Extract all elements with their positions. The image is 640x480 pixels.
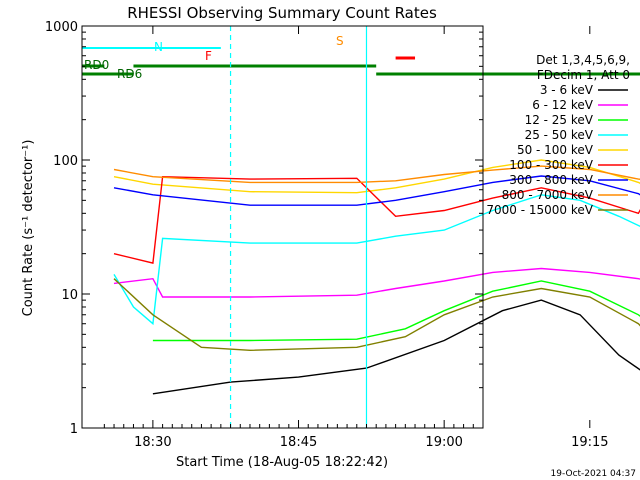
y-axis-title: Count Rate (s⁻¹ detector⁻¹)	[21, 140, 36, 317]
series-line-8	[113, 278, 640, 352]
legend-label-3: 25 - 50 keV	[525, 128, 594, 142]
axis-ticks: 18:3018:4519:0019:1519:3019:4520:0011010…	[45, 20, 609, 450]
s-label: S	[336, 34, 344, 48]
x-axis-title: Start Time (18-Aug-05 18:22:42)	[176, 455, 388, 470]
legend: Det 1,3,4,5,6,9, FDecim 1, Att 0 3 - 6 k…	[486, 53, 630, 217]
legend-header-1: Det 1,3,4,5,6,9,	[536, 53, 630, 67]
series-line-4	[113, 159, 640, 194]
series-line-3	[113, 194, 640, 326]
legend-label-5: 100 - 300 keV	[509, 158, 593, 172]
legend-header-2: FDecim 1, Att 0	[537, 68, 630, 82]
series-lines	[113, 159, 640, 395]
series-line-6	[113, 175, 640, 206]
plot-frame	[81, 25, 484, 429]
y-tick-label-2: 100	[53, 154, 78, 169]
rd0-label: RD0	[84, 58, 109, 72]
chart-title: RHESSI Observing Summary Count Rates	[127, 4, 437, 22]
legend-label-1: 6 - 12 keV	[532, 98, 594, 112]
series-line-2	[152, 280, 640, 342]
rd6-label: RD6	[117, 67, 142, 81]
x-tick-label-2: 19:00	[425, 435, 462, 450]
x-tick-label-0: 18:30	[134, 435, 171, 450]
series-line-7	[113, 165, 640, 184]
series-line-0	[152, 299, 640, 395]
legend-label-6: 300 - 800 keV	[509, 173, 593, 187]
overlay-markers	[82, 26, 640, 428]
series-line-1	[113, 267, 640, 298]
series-line-5	[113, 175, 640, 264]
y-tick-label-0: 1	[70, 422, 78, 437]
legend-label-4: 50 - 100 keV	[517, 143, 594, 157]
y-tick-label-1: 10	[61, 288, 78, 303]
legend-label-0: 3 - 6 keV	[540, 83, 594, 97]
y-tick-label-3: 1000	[45, 20, 78, 35]
legend-label-2: 12 - 25 keV	[525, 113, 594, 127]
legend-label-8: 7000 - 15000 keV	[486, 203, 593, 217]
footer-timestamp: 19-Oct-2021 04:37	[551, 469, 636, 479]
f-label: F	[205, 49, 212, 63]
x-tick-label-1: 18:45	[280, 435, 317, 450]
n-label: N	[154, 40, 163, 54]
legend-label-7: 800 - 7000 keV	[502, 188, 594, 202]
x-tick-label-3: 19:15	[571, 435, 608, 450]
